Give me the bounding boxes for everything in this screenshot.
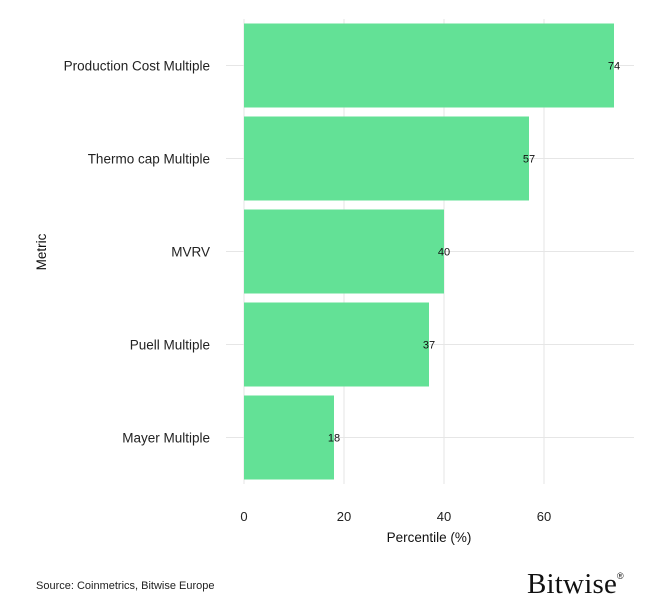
x-tick-label: 0 — [240, 509, 247, 524]
bar-mvrv — [244, 209, 444, 294]
category-label: MVRV — [171, 245, 210, 260]
x-tick-label: 40 — [437, 509, 451, 524]
x-tick-label: 20 — [337, 509, 351, 524]
data-label: 37 — [423, 340, 435, 352]
x-axis-title: Percentile (%) — [387, 530, 472, 545]
bar-puell-multiple — [244, 302, 429, 387]
x-tick-label: 60 — [537, 509, 551, 524]
source-note: Source: Coinmetrics, Bitwise Europe — [36, 580, 215, 592]
bar-thermo-cap-multiple — [244, 116, 529, 201]
y-axis-title: Metric — [34, 233, 49, 270]
data-label: 40 — [438, 247, 450, 259]
bars-layer — [244, 23, 614, 480]
category-label: Mayer Multiple — [122, 431, 210, 446]
data-label: 57 — [523, 154, 535, 166]
data-label: 74 — [608, 61, 620, 73]
brand-name: Bitwise — [527, 568, 618, 600]
bar-mayer-multiple — [244, 395, 334, 480]
category-label: Puell Multiple — [130, 338, 210, 353]
registered-mark: ® — [617, 571, 624, 581]
data-label: 18 — [328, 433, 340, 445]
category-label: Thermo cap Multiple — [88, 152, 210, 167]
category-label: Production Cost Multiple — [64, 59, 210, 74]
brand-logo: Bitwise® — [527, 570, 624, 599]
bar-chart: 0 20 40 60 Production Cost Multiple Thermo ca… — [34, 19, 634, 545]
bar-production-cost-multiple — [244, 23, 614, 108]
labels-layer: 0 20 40 60 Production Cost Multiple Thermo ca… — [64, 59, 620, 525]
